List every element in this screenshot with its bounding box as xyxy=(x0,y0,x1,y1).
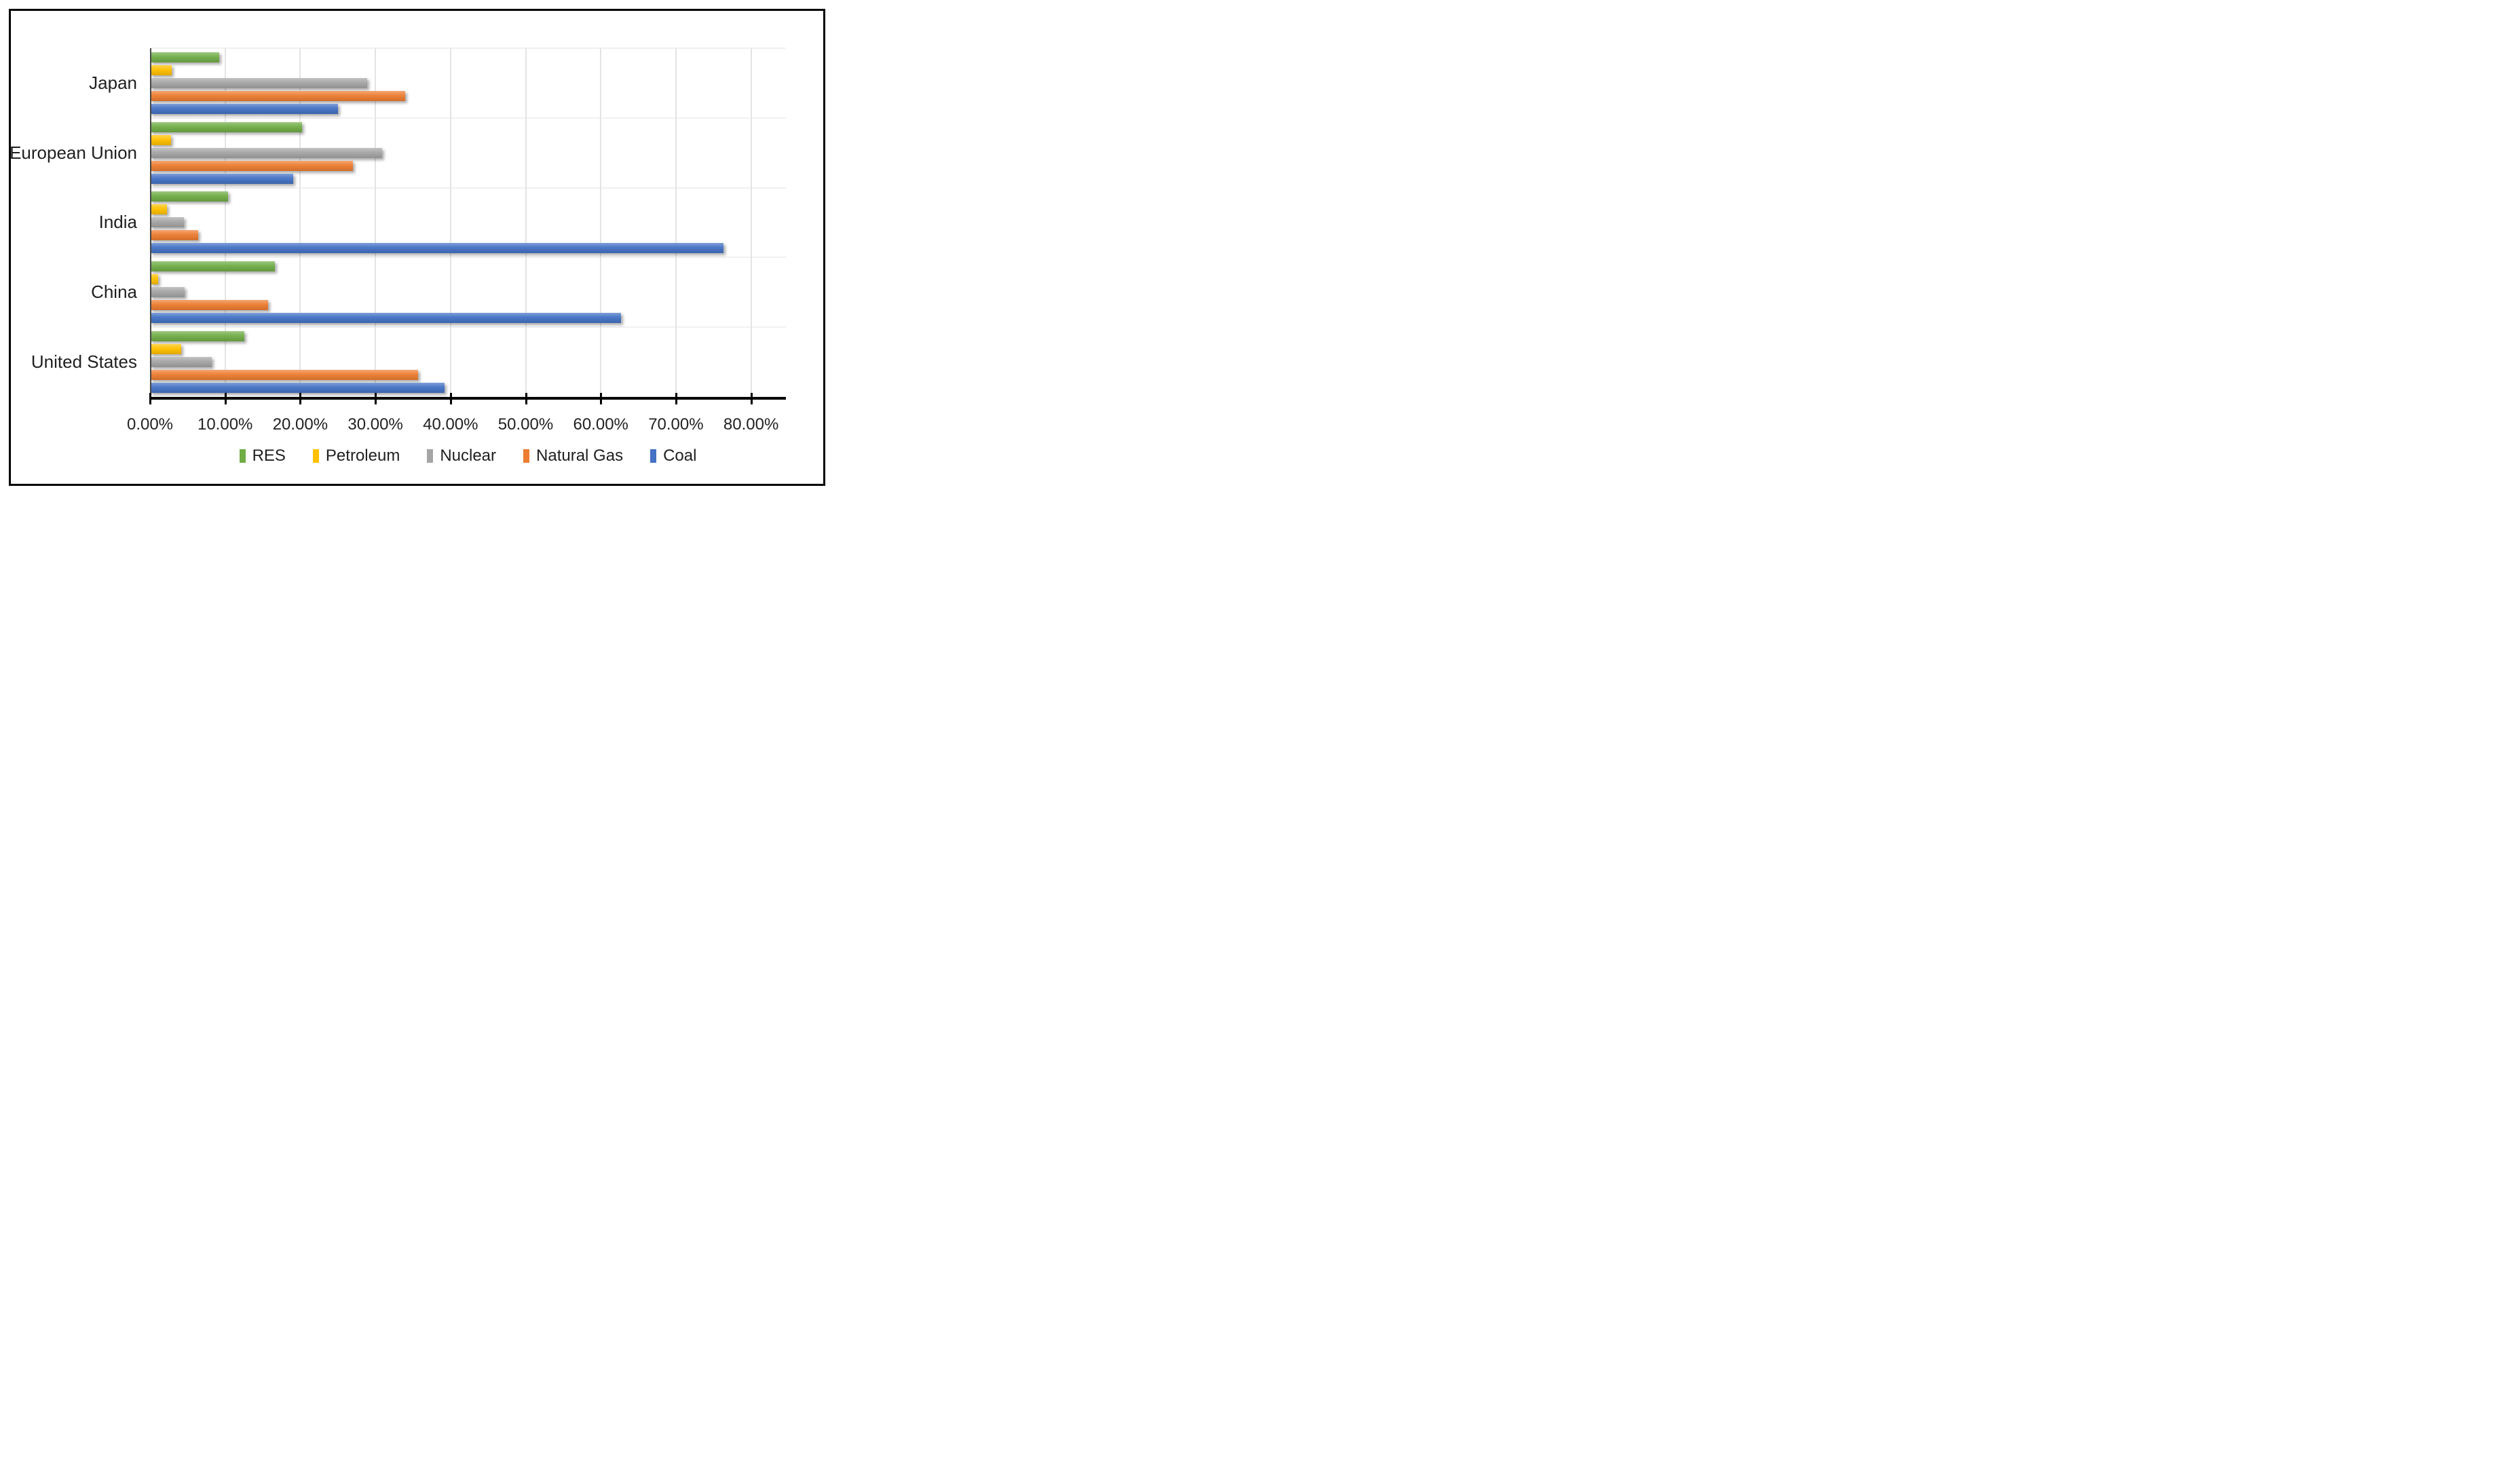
legend-item-res: RES xyxy=(239,446,286,465)
legend-label: Natural Gas xyxy=(536,446,624,465)
bar-nuclear xyxy=(150,147,383,158)
legend-label: Nuclear xyxy=(440,446,497,465)
bar-group-european-union xyxy=(150,118,786,188)
x-axis-tick-label: 50.00% xyxy=(497,415,554,434)
x-axis-tick xyxy=(750,393,753,404)
plot-area xyxy=(150,47,786,398)
bar-chart: Japan European Union India China United Stat… xyxy=(10,11,823,484)
bar-coal xyxy=(150,383,445,394)
legend-item-coal: Coal xyxy=(650,446,696,465)
bar-coal xyxy=(150,313,622,324)
legend-item-petroleum: Petroleum xyxy=(312,446,400,465)
bar-petroleum xyxy=(150,134,171,145)
bar-natural-gas xyxy=(150,160,353,171)
x-axis-tick-label: 30.00% xyxy=(347,415,403,434)
x-axis-tick-label: 70.00% xyxy=(648,415,704,434)
bar-petroleum xyxy=(150,344,182,355)
vertical-gridline xyxy=(449,48,451,397)
horizontal-gridline xyxy=(150,326,786,328)
bar-nuclear xyxy=(150,217,184,228)
legend-label: Petroleum xyxy=(325,446,400,465)
legend-item-natural-gas: Natural Gas xyxy=(523,446,623,465)
x-axis-tick-label: 40.00% xyxy=(423,415,478,434)
category-label: United States xyxy=(31,351,137,373)
bar-coal xyxy=(150,243,723,254)
x-axis-tick-label: 20.00% xyxy=(272,415,328,434)
bar-natural-gas xyxy=(150,370,419,381)
bar-res xyxy=(150,121,302,132)
legend-label: RES xyxy=(252,446,286,465)
bar-petroleum xyxy=(150,64,172,75)
x-axis-tick-label: 80.00% xyxy=(723,415,779,434)
bar-nuclear xyxy=(150,287,185,298)
legend-marker-icon xyxy=(312,449,319,463)
legend: RES Petroleum Nuclear Natural Gas Coal xyxy=(150,445,786,467)
x-axis-tick xyxy=(675,393,677,404)
bar-res xyxy=(150,331,245,342)
vertical-gridline xyxy=(675,48,677,397)
vertical-gridline xyxy=(375,48,377,397)
bar-group-japan xyxy=(150,48,786,118)
x-axis-tick xyxy=(375,393,377,404)
vertical-gridline xyxy=(750,48,752,397)
x-axis-line xyxy=(150,397,786,400)
x-axis-tick xyxy=(224,393,227,404)
vertical-gridline xyxy=(600,48,602,397)
vertical-gridline xyxy=(224,48,226,397)
category-label: India xyxy=(98,212,137,233)
category-label: European Union xyxy=(10,142,137,163)
bar-petroleum xyxy=(150,274,159,285)
legend-marker-icon xyxy=(650,449,657,463)
x-axis-tick-label: 10.00% xyxy=(197,415,253,434)
chart-frame: Japan European Union India China United Stat… xyxy=(9,9,825,486)
bar-coal xyxy=(150,103,338,114)
bar-group-united-states xyxy=(150,327,786,397)
bar-res xyxy=(150,261,275,272)
bar-natural-gas xyxy=(150,300,268,311)
bar-group-india xyxy=(150,188,786,258)
legend-marker-icon xyxy=(427,449,434,463)
vertical-gridline xyxy=(299,48,301,397)
x-axis-tick-label: 0.00% xyxy=(126,415,174,434)
y-axis-line xyxy=(150,48,151,398)
horizontal-gridline xyxy=(150,187,786,189)
bar-natural-gas xyxy=(150,90,406,101)
bar-nuclear xyxy=(150,357,212,368)
x-axis-tick xyxy=(299,393,302,404)
bar-group-china xyxy=(150,257,786,327)
bar-petroleum xyxy=(150,204,168,215)
bar-res xyxy=(150,52,219,62)
bar-res xyxy=(150,191,229,202)
vertical-gridline xyxy=(525,48,527,397)
horizontal-gridline xyxy=(150,117,786,119)
legend-marker-icon xyxy=(239,449,246,463)
legend-item-nuclear: Nuclear xyxy=(427,446,496,465)
category-label: China xyxy=(91,282,137,303)
horizontal-gridline xyxy=(150,47,786,49)
category-label: Japan xyxy=(89,72,137,93)
x-axis-tick-label: 60.00% xyxy=(573,415,628,434)
x-axis-tick xyxy=(525,393,527,404)
bar-coal xyxy=(150,173,294,184)
legend-marker-icon xyxy=(523,449,530,463)
legend-label: Coal xyxy=(663,446,697,465)
x-axis-tick xyxy=(600,393,603,404)
bar-natural-gas xyxy=(150,230,198,241)
document-page: Japan European Union India China United Stat… xyxy=(0,0,834,495)
bar-nuclear xyxy=(150,77,367,88)
horizontal-gridline xyxy=(150,256,786,259)
x-axis-tick xyxy=(449,393,452,404)
x-axis-tick xyxy=(149,393,151,404)
